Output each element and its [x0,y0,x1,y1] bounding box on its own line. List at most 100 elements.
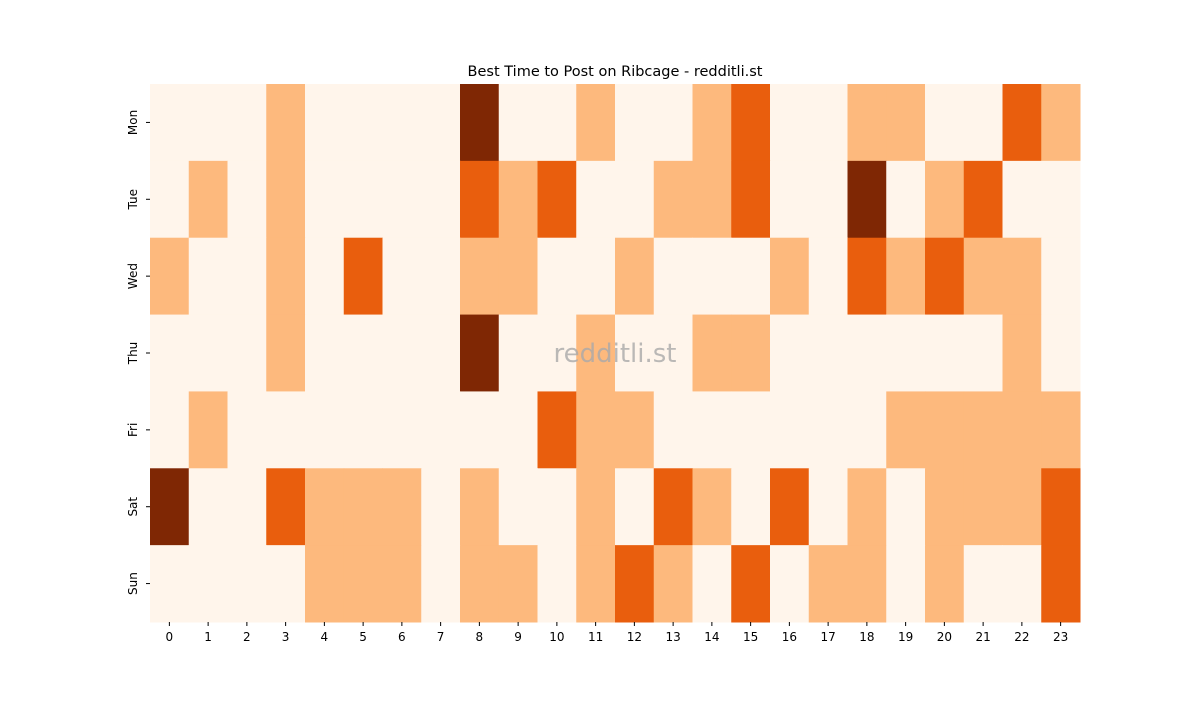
cell [692,468,732,546]
cell [150,391,190,469]
cell [847,160,887,239]
cell [150,160,190,239]
cell [266,391,306,469]
cell [382,468,422,546]
cell [1041,314,1081,392]
cell [731,391,771,469]
cell [421,391,461,469]
cell [692,84,732,162]
cell [886,84,926,162]
cell [343,84,383,162]
cell [615,160,655,239]
cell [421,545,461,623]
cell [653,237,693,316]
cell [653,160,693,239]
cell [576,237,616,316]
cell [498,545,538,623]
cell [847,314,887,392]
cell [227,237,267,316]
cell [498,314,538,392]
cell [770,468,810,546]
cell [227,468,267,546]
cell [266,545,306,623]
x-tick-label: 18 [859,630,874,644]
cell [886,391,926,469]
cell [421,160,461,239]
y-tick-label: Mon [126,110,140,135]
cell [925,391,965,469]
cell [1041,237,1081,316]
x-tick-label: 3 [282,630,290,644]
cell [1002,160,1042,239]
cell [925,314,965,392]
cell [925,160,965,239]
x-tick-label: 21 [975,630,990,644]
cell [770,391,810,469]
cell [615,545,655,623]
cell [266,314,306,392]
x-tick-label: 11 [588,630,603,644]
cell [227,391,267,469]
x-tick-label: 2 [243,630,251,644]
cell [460,84,500,162]
cell [615,84,655,162]
cell [731,237,771,316]
cell [1002,237,1042,316]
cell [498,237,538,316]
x-tick-label: 14 [704,630,719,644]
cell [1041,160,1081,239]
cell [692,314,732,392]
cell [886,545,926,623]
cell [692,391,732,469]
cell [847,391,887,469]
y-tick-label: Sun [126,572,140,595]
cell [150,468,190,546]
x-tick-label: 0 [166,630,174,644]
cell [266,468,306,546]
cell [770,84,810,162]
cell [963,468,1003,546]
cell [770,237,810,316]
cell [1002,314,1042,392]
cell [653,84,693,162]
cell [963,314,1003,392]
cell [615,391,655,469]
cell [537,237,577,316]
y-tick-label: Fri [126,423,140,437]
cell [188,84,228,162]
cell [498,468,538,546]
cell [925,237,965,316]
cell [266,237,306,316]
y-tick-label: Tue [126,189,140,211]
cell [576,391,616,469]
y-tick-label: Sat [126,497,140,517]
cell [498,84,538,162]
cell [382,314,422,392]
cell [886,237,926,316]
axes: 0 1 2 3 4 5 6 7 8 9 10 11 12 13 14 15 16 17 18 19 20 21 22 23Mo… [126,110,1068,644]
cell [692,160,732,239]
x-tick-label: 23 [1053,630,1068,644]
cell [150,84,190,162]
x-tick-label: 16 [782,630,797,644]
cell [1041,468,1081,546]
cell [498,391,538,469]
cell [653,545,693,623]
cell [731,314,771,392]
cell [963,391,1003,469]
cell [576,468,616,546]
cell [266,84,306,162]
cell [537,391,577,469]
cell [537,314,577,392]
cell [886,160,926,239]
cell [537,468,577,546]
cell [731,84,771,162]
cell [421,84,461,162]
cell [343,314,383,392]
cell [925,84,965,162]
cell [1041,391,1081,469]
cell [770,545,810,623]
cell [188,468,228,546]
cell [305,545,345,623]
x-tick-label: 13 [665,630,680,644]
